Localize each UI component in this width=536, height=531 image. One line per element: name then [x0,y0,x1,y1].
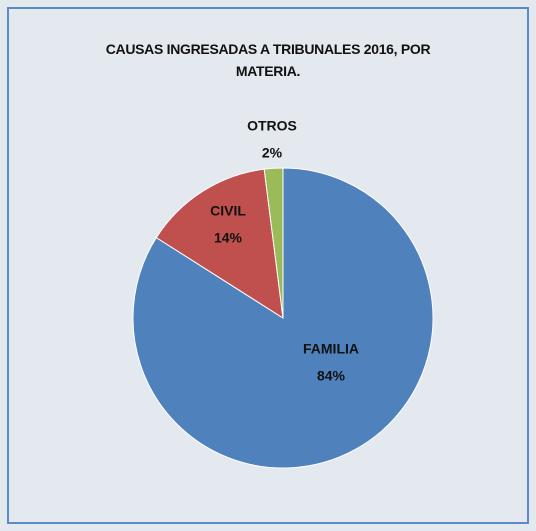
pie-slice [155,168,284,319]
chart-title: CAUSAS INGRESADAS A TRIBUNALES 2016, POR… [105,41,431,79]
frame [7,7,529,524]
slice-value-label: 84% [317,368,346,384]
slice-category: FAMILIA [303,341,359,357]
slice-category: CIVIL [210,203,246,219]
slice-category: OTROS [247,118,297,134]
pie-slice [263,167,284,319]
slice-value-label: 2% [262,145,283,161]
slice-value-label: 14% [214,230,243,246]
